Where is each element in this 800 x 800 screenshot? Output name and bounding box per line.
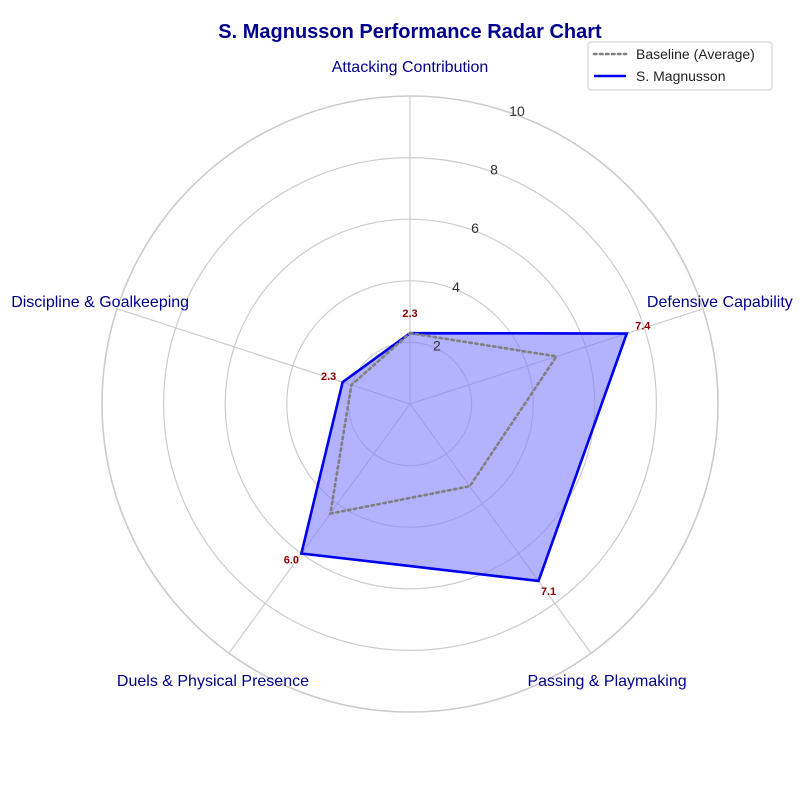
- data-label: 7.4: [635, 321, 651, 333]
- radial-tick-label: 6: [471, 220, 479, 236]
- category-labels: Attacking Contribution Defensive Capabili…: [11, 59, 793, 690]
- data-label: 2.3: [402, 308, 417, 320]
- legend-label-baseline: Baseline (Average): [636, 46, 755, 62]
- data-label: 6.0: [284, 555, 299, 567]
- chart-title: S. Magnusson Performance Radar Chart: [218, 21, 602, 43]
- radial-tick-label: 4: [452, 279, 460, 295]
- data-label: 7.1: [541, 586, 556, 598]
- category-label: Attacking Contribution: [332, 59, 489, 76]
- radial-tick-label: 8: [490, 162, 498, 178]
- legend-box: [587, 41, 773, 91]
- category-label: Passing & Playmaking: [527, 673, 686, 690]
- series-layer: [299, 331, 629, 583]
- radial-tick-label: 2: [433, 337, 441, 353]
- series-magnusson: [299, 331, 629, 583]
- category-label: Discipline & Goalkeeping: [11, 294, 189, 311]
- legend-label-magnusson: S. Magnusson: [636, 68, 726, 84]
- legend: Baseline (Average) S. Magnusson: [587, 41, 773, 91]
- radial-tick-label: 10: [509, 103, 525, 119]
- category-label: Duels & Physical Presence: [117, 673, 309, 690]
- category-label: Defensive Capability: [647, 294, 793, 311]
- data-labels: 2.3 7.4 7.1 6.0 2.3: [284, 308, 652, 598]
- radial-tick-labels: 2 4 6 8 10: [433, 103, 525, 353]
- data-label: 2.3: [321, 371, 336, 383]
- series-baseline: [328, 331, 559, 516]
